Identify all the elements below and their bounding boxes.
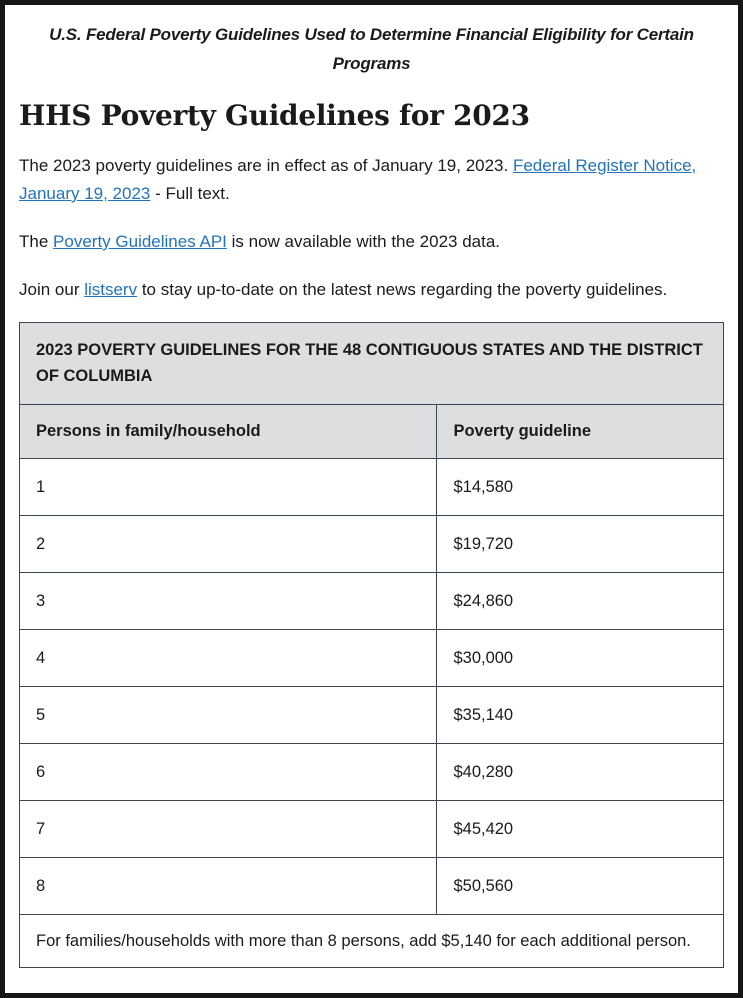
guideline-cell: $45,420 [436, 799, 724, 858]
guideline-cell: $35,140 [436, 685, 724, 744]
poverty-guidelines-api-link[interactable]: Poverty Guidelines API [53, 231, 227, 251]
paragraph-api: The Poverty Guidelines API is now availa… [19, 228, 724, 256]
table-caption-row: 2023 POVERTY GUIDELINES FOR THE 48 CONTI… [19, 321, 724, 405]
table-header-row: Persons in family/household Poverty guid… [18, 403, 724, 459]
guideline-cell: $24,860 [436, 571, 724, 630]
guideline-cell: $14,580 [436, 457, 724, 516]
table-row: 5 $35,140 [18, 685, 724, 744]
persons-cell: 3 [18, 571, 438, 630]
table-row: 4 $30,000 [18, 628, 724, 687]
paragraph-text: The 2023 poverty guidelines are in effec… [19, 155, 513, 175]
table-footnote: For families/households with more than 8… [19, 913, 724, 969]
paragraph-text: is now available with the 2023 data. [226, 231, 501, 251]
persons-cell: 6 [18, 742, 438, 801]
guideline-cell: $30,000 [436, 628, 724, 687]
table-caption: 2023 POVERTY GUIDELINES FOR THE 48 CONTI… [19, 321, 724, 405]
column-header-guideline: Poverty guideline [436, 403, 724, 459]
listserv-link[interactable]: listserv [84, 279, 138, 299]
table-row: 1 $14,580 [18, 457, 724, 516]
table-row: 8 $50,560 [18, 856, 724, 915]
paragraph-effective-date: The 2023 poverty guidelines are in effec… [19, 152, 724, 208]
column-header-persons: Persons in family/household [18, 403, 438, 459]
persons-cell: 8 [18, 856, 438, 915]
table-footnote-row: For families/households with more than 8… [19, 913, 724, 969]
guideline-cell: $19,720 [436, 514, 724, 573]
paragraph-text: to stay up-to-date on the latest news re… [137, 279, 668, 299]
federal-register-notice-link[interactable]: Federal Register Notice, January 19, 202… [19, 155, 697, 203]
paragraph-text: Join our [19, 279, 85, 299]
table-row: 7 $45,420 [18, 799, 724, 858]
table-row: 2 $19,720 [18, 514, 724, 573]
guideline-cell: $40,280 [436, 742, 724, 801]
poverty-guidelines-table: 2023 POVERTY GUIDELINES FOR THE 48 CONTI… [18, 321, 724, 969]
banner-title: U.S. Federal Poverty Guidelines Used to … [49, 25, 694, 73]
paragraph-text: - Full text. [150, 183, 230, 203]
paragraph-text: The [19, 231, 54, 251]
persons-cell: 5 [18, 685, 438, 744]
paragraph-listserv: Join our listserv to stay up-to-date on … [19, 276, 724, 304]
table-row: 6 $40,280 [18, 742, 724, 801]
persons-cell: 7 [18, 799, 438, 858]
guideline-cell: $50,560 [436, 856, 724, 915]
page-title: HHS Poverty Guidelines for 2023 [19, 98, 530, 132]
table-row: 3 $24,860 [18, 571, 724, 630]
persons-cell: 2 [18, 514, 438, 573]
persons-cell: 1 [18, 457, 438, 516]
persons-cell: 4 [18, 628, 438, 687]
